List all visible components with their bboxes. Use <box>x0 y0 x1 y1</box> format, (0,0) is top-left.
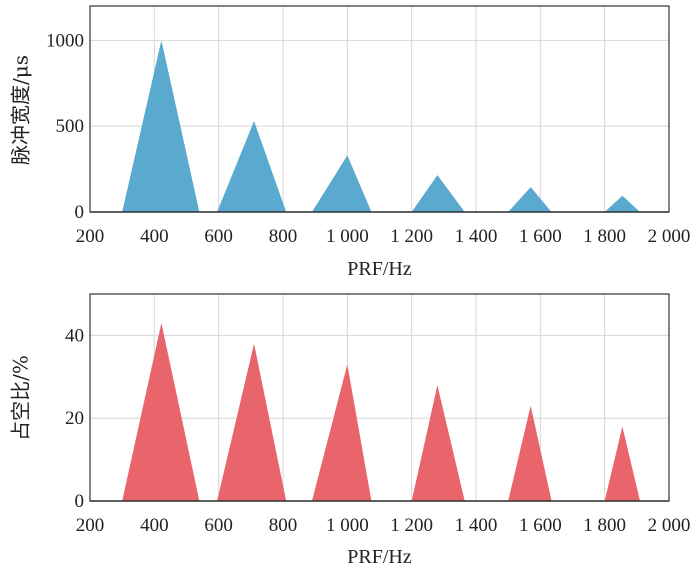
duty-cycle-peak-6 <box>604 426 641 501</box>
pulse-width-x-ticks: 200 400 600 800 1 000 1 200 1 400 1 600 1 800 2 0… <box>76 226 691 247</box>
duty-cycle-y-ticks: 0 20 40 <box>65 325 84 512</box>
pulse-width-x-tick-label: 1 200 <box>390 226 433 247</box>
duty-cycle-x-tick-label: 2 000 <box>648 515 691 536</box>
pulse-width-y-tick-label: 500 <box>56 116 85 137</box>
duty-cycle-y-tick-label: 0 <box>75 491 85 512</box>
duty-cycle-peak-3 <box>311 364 372 501</box>
duty-cycle-y-tick-label: 20 <box>65 408 84 429</box>
pulse-width-x-tick-label: 200 <box>76 226 105 247</box>
duty-cycle-x-tick-label: 1 000 <box>326 515 369 536</box>
duty-cycle-peak-4 <box>411 385 465 501</box>
pulse-width-plot-frame <box>89 5 670 213</box>
duty-cycle-x-tick-label: 800 <box>269 515 298 536</box>
duty-cycle-x-tick-label: 1 200 <box>390 515 433 536</box>
pulse-width-peak-3 <box>311 155 372 212</box>
pulse-width-areas <box>122 40 641 213</box>
pulse-width-peak-6 <box>604 195 641 212</box>
duty-cycle-x-tick-label: 400 <box>140 515 169 536</box>
pulse-width-x-tick-label: 1 800 <box>583 226 626 247</box>
duty-cycle-peak-5 <box>508 405 552 501</box>
pulse-width-peak-1 <box>122 40 200 213</box>
duty-cycle-plot-frame <box>89 293 670 502</box>
duty-cycle-chart: 0 20 40 200 400 600 800 1 000 1 200 1 400 1 600 1 … <box>9 293 691 568</box>
duty-cycle-y-axis-label: 占空比/% <box>9 355 33 441</box>
duty-cycle-areas <box>122 322 641 501</box>
pulse-width-x-tick-label: 1 000 <box>326 226 369 247</box>
pulse-width-y-axis-label: 脉冲宽度/μs <box>9 55 33 165</box>
pulse-width-y-tick-label: 1000 <box>46 30 84 51</box>
pulse-width-x-axis-label: PRF/Hz <box>347 258 412 280</box>
pulse-width-x-tick-label: 1 600 <box>519 226 562 247</box>
duty-cycle-x-ticks: 200 400 600 800 1 000 1 200 1 400 1 600 1 800 2 0… <box>76 515 691 536</box>
duty-cycle-x-tick-label: 200 <box>76 515 105 536</box>
pulse-width-x-tick-label: 600 <box>204 226 233 247</box>
duty-cycle-x-tick-label: 1 800 <box>583 515 626 536</box>
pulse-width-y-tick-label: 0 <box>75 202 85 223</box>
duty-cycle-x-tick-label: 1 400 <box>455 515 498 536</box>
pulse-width-peak-4 <box>411 175 465 212</box>
pulse-width-peak-5 <box>508 187 552 212</box>
duty-cycle-peak-1 <box>122 322 200 501</box>
pulse-width-x-tick-label: 1 400 <box>455 226 498 247</box>
duty-cycle-x-tick-label: 600 <box>204 515 233 536</box>
duty-cycle-y-tick-label: 40 <box>65 325 84 346</box>
pulse-width-peak-2 <box>217 121 287 212</box>
pulse-width-x-tick-label: 800 <box>269 226 298 247</box>
duty-cycle-peak-2 <box>217 343 287 501</box>
pulse-width-y-ticks: 0 500 1000 <box>46 30 84 223</box>
pulse-width-x-tick-label: 2 000 <box>648 226 691 247</box>
duty-cycle-x-tick-label: 1 600 <box>519 515 562 536</box>
pulse-width-x-tick-label: 400 <box>140 226 169 247</box>
duty-cycle-x-axis-label: PRF/Hz <box>347 546 412 568</box>
